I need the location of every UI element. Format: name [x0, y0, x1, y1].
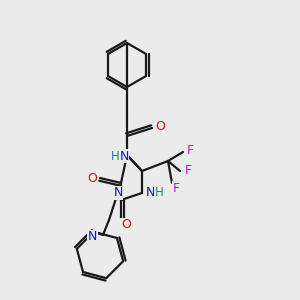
Text: F: F: [172, 182, 180, 194]
Text: N: N: [145, 187, 155, 200]
Text: N: N: [119, 149, 129, 163]
Text: F: F: [184, 164, 192, 178]
Text: N: N: [88, 230, 98, 243]
Text: O: O: [155, 121, 165, 134]
Text: F: F: [186, 145, 194, 158]
Text: O: O: [87, 172, 97, 184]
Text: N: N: [113, 187, 123, 200]
Text: H: H: [154, 187, 164, 200]
Text: H: H: [111, 149, 119, 163]
Text: O: O: [121, 218, 131, 232]
